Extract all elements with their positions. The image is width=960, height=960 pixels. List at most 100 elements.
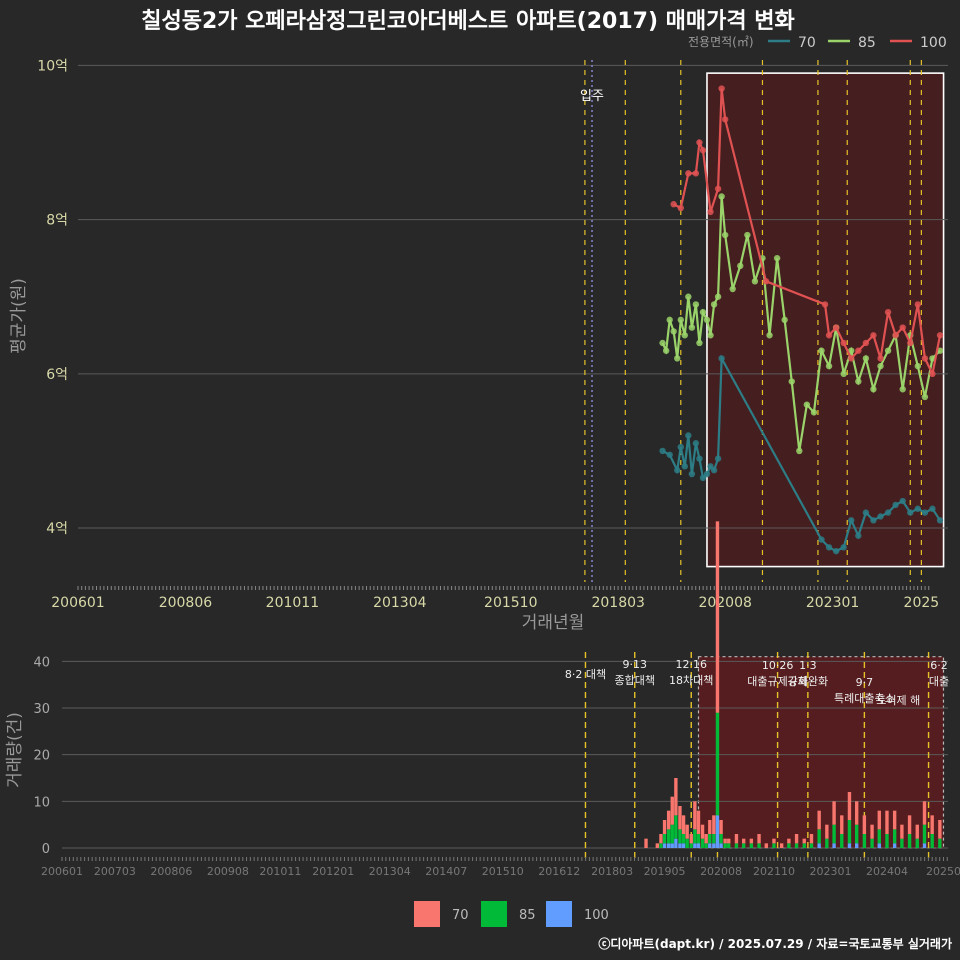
data-point-85 bbox=[666, 316, 673, 324]
x-tick-label: 202301 bbox=[806, 595, 859, 611]
data-point-100 bbox=[721, 116, 729, 123]
highlight-region bbox=[706, 72, 945, 568]
data-point-85 bbox=[737, 262, 744, 270]
bar-85 bbox=[809, 843, 814, 848]
series-line-100 bbox=[673, 88, 942, 378]
bar-85 bbox=[659, 843, 663, 848]
policy-annotation: 특례대출축소 bbox=[834, 692, 895, 705]
x-tick-label: 201510 bbox=[484, 595, 537, 611]
bar-70 bbox=[892, 810, 897, 830]
legend-label-70: 70 bbox=[798, 35, 816, 51]
data-point-70 bbox=[899, 497, 906, 505]
bar-70 bbox=[772, 838, 776, 844]
data-point-100 bbox=[714, 185, 722, 192]
data-point-85 bbox=[710, 301, 718, 308]
policy-annotation: 9·13 bbox=[622, 658, 647, 671]
policy-annotation: 12·16 bbox=[675, 658, 707, 671]
bar-100 bbox=[693, 843, 697, 848]
data-point-70 bbox=[692, 440, 700, 447]
bar-85 bbox=[693, 829, 697, 844]
data-point-85 bbox=[773, 254, 781, 262]
data-point-100 bbox=[862, 339, 870, 347]
data-point-70 bbox=[703, 470, 711, 478]
y-axis-title: 거래량(건) bbox=[5, 712, 25, 788]
y-tick-label: 0 bbox=[42, 842, 50, 857]
data-point-100 bbox=[840, 339, 847, 347]
data-point-85 bbox=[825, 362, 833, 370]
data-point-85 bbox=[884, 347, 892, 354]
bar-70 bbox=[930, 815, 934, 834]
data-point-70 bbox=[818, 536, 825, 543]
data-point-85 bbox=[818, 347, 825, 354]
data-point-85 bbox=[877, 362, 884, 370]
data-point-100 bbox=[685, 170, 692, 177]
bar-100 bbox=[832, 843, 836, 848]
data-point-85 bbox=[848, 347, 855, 354]
bar-70 bbox=[689, 834, 693, 844]
bar-70 bbox=[693, 801, 697, 830]
bar-70 bbox=[674, 778, 678, 816]
bar-70 bbox=[723, 838, 727, 844]
data-point-85 bbox=[729, 285, 736, 293]
data-point-100 bbox=[870, 332, 877, 339]
data-point-85 bbox=[677, 316, 684, 324]
x-tick-label: 200703 bbox=[94, 865, 136, 878]
data-point-85 bbox=[674, 355, 681, 362]
data-point-70 bbox=[825, 544, 833, 551]
data-point-85 bbox=[751, 278, 759, 285]
y-tick-label: 40 bbox=[33, 655, 50, 670]
bar-70 bbox=[847, 792, 852, 820]
bar-70 bbox=[655, 843, 660, 848]
bar-70 bbox=[915, 824, 919, 839]
data-point-85 bbox=[696, 339, 703, 347]
bar-85 bbox=[854, 824, 859, 844]
y-tick-label: 10 bbox=[33, 795, 50, 810]
policy-annotation: 9·7 bbox=[856, 676, 874, 689]
bar-85 bbox=[922, 824, 927, 844]
bar-70 bbox=[670, 796, 674, 825]
bar-70 bbox=[666, 810, 671, 830]
data-point-70 bbox=[677, 443, 684, 451]
data-point-85 bbox=[796, 447, 803, 455]
data-point-100 bbox=[855, 347, 862, 354]
x-tick-label: 201510 bbox=[482, 865, 524, 878]
data-point-70 bbox=[699, 474, 707, 482]
bar-70 bbox=[870, 824, 874, 839]
x-tick-label: 201304 bbox=[369, 865, 411, 878]
legend-key-70 bbox=[414, 901, 440, 927]
data-point-70 bbox=[688, 470, 696, 478]
bar-70 bbox=[922, 801, 927, 825]
policy-annotation: 18차대책 bbox=[669, 674, 713, 687]
bar-85 bbox=[734, 843, 739, 848]
data-point-100 bbox=[707, 208, 714, 216]
data-point-100 bbox=[825, 332, 833, 339]
x-tick-label: 200601 bbox=[51, 595, 104, 611]
x-tick-label: 202110 bbox=[753, 865, 795, 878]
bar-85 bbox=[674, 815, 678, 839]
bar-100 bbox=[666, 843, 671, 848]
data-point-85 bbox=[803, 401, 811, 408]
bar-100 bbox=[678, 843, 682, 848]
bar-85 bbox=[794, 843, 799, 848]
bar-70 bbox=[727, 838, 731, 844]
policy-annotation: 1·3 bbox=[799, 659, 817, 672]
data-point-70 bbox=[884, 509, 892, 516]
chart-title: 칠성동2가 오페라삼정그린코아더베스트 아파트(2017) 매매가격 변화 bbox=[141, 9, 795, 34]
bar-70 bbox=[877, 810, 881, 830]
data-point-100 bbox=[936, 332, 944, 339]
bar-85 bbox=[681, 834, 686, 844]
data-point-100 bbox=[929, 370, 936, 378]
data-point-100 bbox=[884, 308, 892, 316]
data-point-70 bbox=[710, 467, 718, 474]
data-point-100 bbox=[696, 139, 703, 146]
bar-70 bbox=[907, 815, 912, 834]
data-point-100 bbox=[821, 301, 829, 308]
bar-85 bbox=[900, 838, 904, 848]
data-point-85 bbox=[766, 332, 773, 339]
data-point-85 bbox=[744, 231, 751, 239]
data-point-100 bbox=[670, 201, 677, 208]
highlight-region bbox=[697, 656, 945, 849]
bar-70 bbox=[794, 834, 799, 844]
bar-85 bbox=[915, 838, 919, 848]
